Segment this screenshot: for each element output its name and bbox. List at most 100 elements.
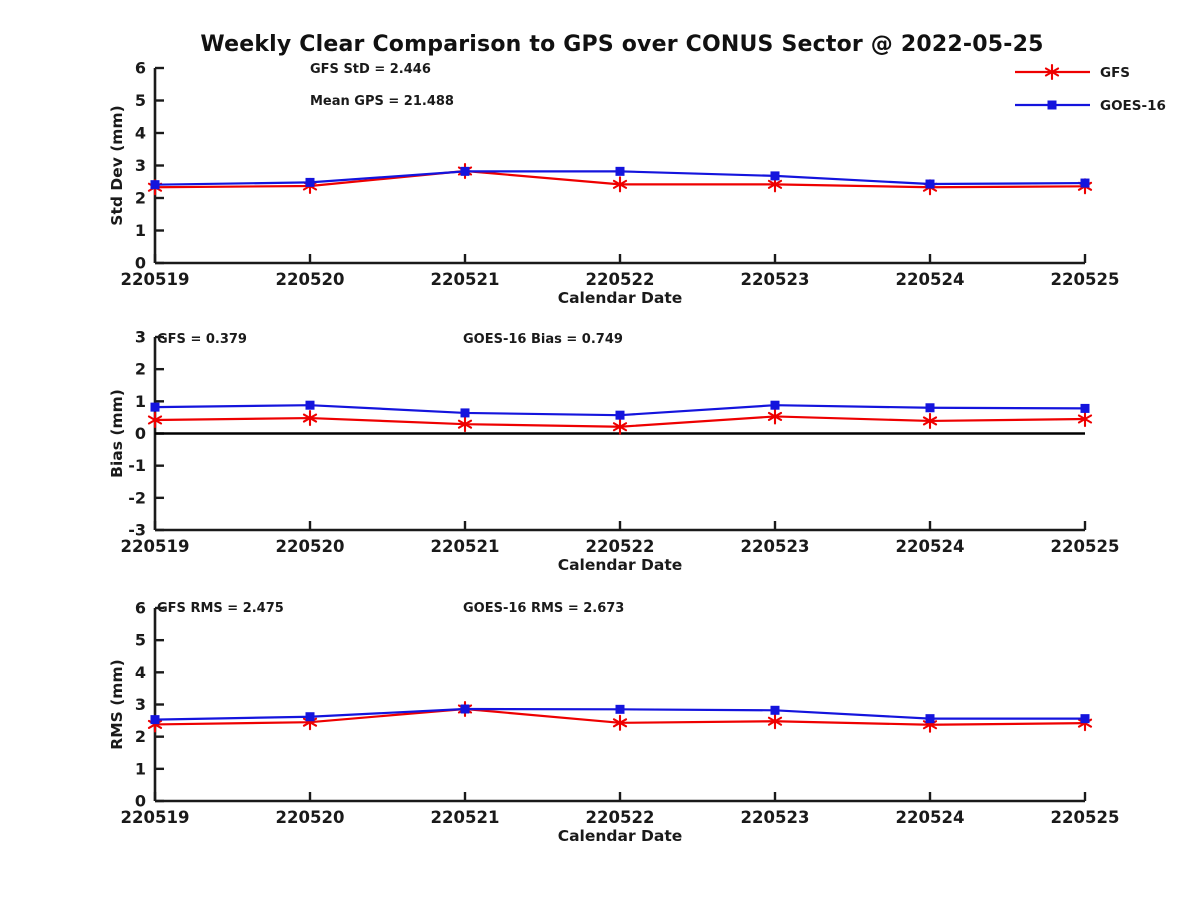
x-tick-label: 220525 <box>1051 270 1120 289</box>
goes-square-marker <box>460 166 470 176</box>
gfs-asterisk-spoke <box>147 415 163 425</box>
x-tick-label: 220522 <box>586 808 655 827</box>
gfs-asterisk-spoke <box>767 716 783 726</box>
gfs-asterisk-marker <box>302 410 318 427</box>
goes-square-marker <box>460 704 470 714</box>
chart-annotation: GFS RMS = 2.475 <box>157 601 284 616</box>
y-tick-label: 3 <box>135 156 146 175</box>
x-tick-label: 220519 <box>121 808 190 827</box>
x-axis-title: Calendar Date <box>558 556 683 574</box>
x-tick-label: 220520 <box>276 537 345 556</box>
gfs-asterisk-marker <box>612 418 628 435</box>
goes-square-marker <box>770 705 780 715</box>
gfs-asterisk-spoke <box>1077 414 1093 424</box>
figure-title: Weekly Clear Comparison to GPS over CONU… <box>200 32 1044 57</box>
y-tick-label: -3 <box>128 521 146 540</box>
chart-panel-bias: -3 -2 -1 0 1 2 3 220519 220520 220521 220522 220523… <box>108 328 1119 575</box>
gfs-asterisk-marker <box>767 408 783 425</box>
x-tick-label: 220522 <box>586 537 655 556</box>
gfs-asterisk-marker <box>1044 63 1060 81</box>
goes-square-marker <box>1047 100 1057 110</box>
gfs-asterisk-marker <box>612 176 628 193</box>
chart-annotation: GOES-16 Bias = 0.749 <box>463 332 623 347</box>
y-axis-title: Bias (mm) <box>108 389 126 478</box>
y-tick-label: 5 <box>135 91 146 110</box>
chart-annotation: Mean GPS = 21.488 <box>310 94 454 109</box>
gfs-asterisk-marker <box>457 416 473 433</box>
y-tick-label: 6 <box>135 599 146 618</box>
y-tick-label: 0 <box>135 254 146 273</box>
x-tick-label: 220521 <box>431 808 500 827</box>
gfs-asterisk-spoke <box>1044 67 1060 77</box>
goes-square-marker <box>1080 403 1090 413</box>
goes-square-marker <box>925 179 935 189</box>
y-tick-label: 2 <box>135 189 146 208</box>
legend-entry-gfs: GFS <box>1015 63 1130 81</box>
x-tick-label: 220521 <box>431 270 500 289</box>
x-tick-label: 220524 <box>896 808 965 827</box>
series-goes-16 <box>150 400 1090 420</box>
y-tick-label: 3 <box>135 695 146 714</box>
y-tick-label: 3 <box>135 328 146 347</box>
y-tick-label: 1 <box>135 392 146 411</box>
goes-square-marker <box>305 177 315 187</box>
goes-square-marker <box>150 402 160 412</box>
series-goes-16 <box>150 704 1090 725</box>
goes-square-marker <box>460 408 470 418</box>
x-tick-label: 220525 <box>1051 808 1120 827</box>
gfs-asterisk-spoke <box>612 718 628 728</box>
gfs-asterisk-spoke <box>612 422 628 432</box>
x-tick-label: 220524 <box>896 270 965 289</box>
goes-square-marker <box>925 403 935 413</box>
x-tick-label: 220521 <box>431 537 500 556</box>
y-tick-label: -2 <box>128 488 146 507</box>
y-axis-title: Std Dev (mm) <box>108 105 126 225</box>
y-tick-label: 6 <box>135 59 146 78</box>
y-tick-label: 0 <box>135 792 146 811</box>
legend: GFS GOES-16 <box>1015 63 1166 114</box>
x-tick-label: 220522 <box>586 270 655 289</box>
y-tick-label: 0 <box>135 424 146 443</box>
gfs-asterisk-spoke <box>457 419 473 429</box>
x-tick-label: 220523 <box>741 270 810 289</box>
goes-square-marker <box>925 714 935 724</box>
y-tick-label: -1 <box>128 456 146 475</box>
x-tick-label: 220519 <box>121 537 190 556</box>
x-tick-label: 220523 <box>741 537 810 556</box>
gfs-asterisk-spoke <box>612 179 628 189</box>
chart-panel-rms: 0 1 2 3 4 5 6 220519 220520 220521 220522 220523 220… <box>108 599 1119 846</box>
goes-square-marker <box>770 171 780 181</box>
legend-label: GFS <box>1100 65 1130 81</box>
chart-annotation: GFS = 0.379 <box>157 332 247 347</box>
series-gfs <box>147 408 1093 435</box>
gfs-asterisk-spoke <box>767 179 783 189</box>
goes-square-marker <box>305 712 315 722</box>
chart-annotation: GFS StD = 2.446 <box>310 62 431 77</box>
x-tick-label: 220519 <box>121 270 190 289</box>
y-tick-label: 2 <box>135 727 146 746</box>
x-tick-label: 220525 <box>1051 537 1120 556</box>
x-tick-label: 220520 <box>276 270 345 289</box>
x-axis-title: Calendar Date <box>558 827 683 845</box>
goes-square-marker <box>770 400 780 410</box>
series-goes-16 <box>150 166 1090 190</box>
goes-square-marker <box>150 715 160 725</box>
y-tick-label: 1 <box>135 759 146 778</box>
y-tick-label: 4 <box>135 663 146 682</box>
goes-square-marker <box>305 400 315 410</box>
gfs-asterisk-marker <box>612 714 628 731</box>
goes-square-marker <box>615 166 625 176</box>
x-tick-label: 220520 <box>276 808 345 827</box>
x-tick-label: 220523 <box>741 808 810 827</box>
y-tick-label: 1 <box>135 221 146 240</box>
y-tick-label: 2 <box>135 360 146 379</box>
y-tick-label: 5 <box>135 631 146 650</box>
gfs-asterisk-spoke <box>922 416 938 426</box>
goes-square-marker <box>1080 714 1090 724</box>
gfs-asterisk-marker <box>147 411 163 429</box>
x-tick-label: 220524 <box>896 537 965 556</box>
legend-entry-goes-16: GOES-16 <box>1015 98 1166 114</box>
y-axis-title: RMS (mm) <box>108 659 126 749</box>
